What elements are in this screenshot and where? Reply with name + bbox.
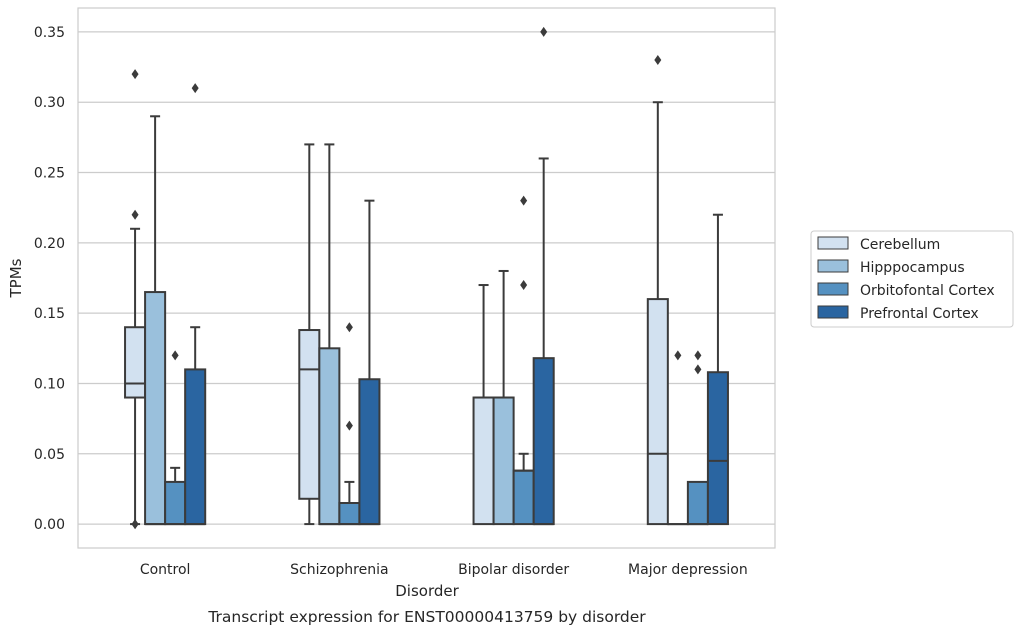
y-gridlines [78, 32, 775, 524]
box-body [474, 398, 494, 525]
outlier-point [520, 196, 527, 206]
box-body [145, 292, 165, 524]
outlier-point [654, 55, 661, 65]
outlier-point [520, 280, 527, 290]
outlier-point [132, 69, 139, 79]
outlier-point [192, 83, 199, 93]
plot-frame [78, 8, 775, 548]
legend-label: Cerebellum [860, 237, 940, 253]
outlier-point [132, 519, 139, 529]
legend-swatch [818, 260, 848, 272]
y-tick-label: 0.25 [34, 166, 65, 182]
x-tick-label: Bipolar disorder [458, 562, 569, 578]
box-body [688, 482, 708, 524]
outlier-point [132, 210, 139, 220]
legend-label: Prefrontal Cortex [860, 306, 979, 322]
outlier-point [694, 364, 701, 374]
outlier-point [346, 322, 353, 332]
outlier-point [694, 350, 701, 360]
box-cerebellum [299, 144, 319, 524]
y-axis-label: TPMs [7, 258, 25, 298]
box-body [708, 372, 728, 524]
box-cerebellum [648, 55, 668, 524]
outlier-point [346, 421, 353, 431]
x-tick-label: Major depression [628, 562, 748, 578]
y-tick-label: 0.15 [34, 306, 65, 322]
x-axis-label: Disorder [395, 582, 459, 600]
box-body [339, 503, 359, 524]
legend-swatch [818, 306, 848, 318]
box-orbitofontal-cortex [339, 322, 359, 524]
box-cerebellum [474, 285, 494, 524]
box-body [125, 327, 145, 397]
legend-label: Hipppocampus [860, 260, 965, 276]
chart-caption: Transcript expression for ENST0000041375… [207, 608, 646, 626]
box-prefrontal-cortex [708, 215, 728, 524]
box-hipppocampus [319, 144, 339, 524]
box-hipppocampus [145, 116, 165, 524]
x-tick-label: Control [140, 562, 191, 578]
box-body [534, 358, 554, 524]
box-orbitofontal-cortex [514, 196, 534, 524]
box-cerebellum [125, 69, 145, 529]
box-prefrontal-cortex [359, 201, 379, 524]
legend-label: Orbitofontal Cortex [860, 283, 995, 299]
box-prefrontal-cortex [185, 83, 205, 524]
box-body [514, 471, 534, 524]
box-hipppocampus [494, 271, 514, 524]
y-tick-label: 0.00 [34, 517, 65, 533]
legend-swatch [818, 283, 848, 295]
y-tick-labels: 0.00 0.05 0.10 0.15 0.20 0.25 0.30 0.35 [34, 25, 65, 533]
box-orbitofontal-cortex [165, 350, 185, 524]
box-body [319, 348, 339, 524]
outlier-point [540, 27, 547, 37]
y-tick-label: 0.20 [34, 236, 65, 252]
x-tick-label: Schizophrenia [290, 562, 388, 578]
y-tick-label: 0.10 [34, 376, 65, 392]
box-orbitofontal-cortex [688, 350, 708, 524]
y-tick-label: 0.30 [34, 95, 65, 111]
box-body [185, 369, 205, 524]
box-body [494, 398, 514, 525]
box-hipppocampus [668, 350, 688, 524]
y-tick-label: 0.05 [34, 447, 65, 463]
legend: Cerebellum Hipppocampus Orbitofontal Corte… [811, 231, 1013, 327]
x-tick-labels: Control Schizophrenia Bipolar disorder Majo… [140, 562, 748, 578]
box-body [359, 379, 379, 524]
y-tick-label: 0.35 [34, 25, 65, 41]
box-body [648, 299, 668, 524]
box-prefrontal-cortex [534, 27, 554, 524]
box-body [299, 330, 319, 499]
box-body [165, 482, 185, 524]
outlier-point [172, 350, 179, 360]
outlier-point [674, 350, 681, 360]
legend-swatch [818, 237, 848, 249]
